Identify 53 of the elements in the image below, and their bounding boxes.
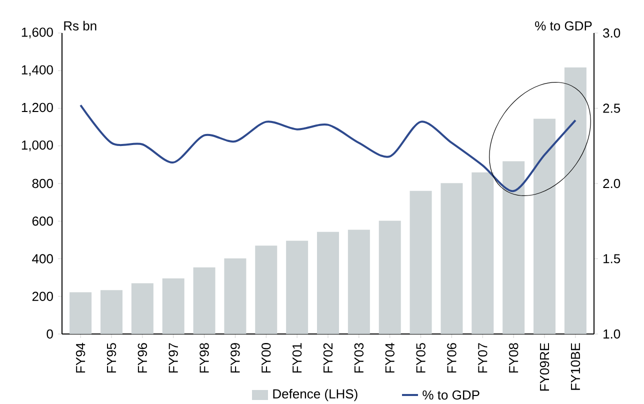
bar <box>440 183 463 334</box>
y2-tick-label: 1.5 <box>604 254 620 264</box>
y-tick-label: 800 <box>32 178 53 188</box>
y2-tick-label: 1.0 <box>604 329 620 339</box>
bar <box>70 292 92 334</box>
x-tick-label: FY00 <box>262 343 271 373</box>
bar <box>224 258 246 334</box>
y-tick-label: 200 <box>32 292 53 301</box>
bar <box>348 230 370 334</box>
y-tick-label: 1,600 <box>22 28 53 38</box>
x-tick-label: FY96 <box>138 343 148 373</box>
bar <box>378 220 401 334</box>
x-tick-label: FY10BE <box>570 343 580 390</box>
y-tick-label: 400 <box>32 254 53 264</box>
bar <box>410 190 432 334</box>
y-tick-label: 1,200 <box>22 102 53 114</box>
x-tick-label: FY06 <box>447 343 456 373</box>
y2-tick-label: 2.0 <box>603 178 620 188</box>
x-tick-label: FY99 <box>230 343 240 373</box>
y-tick-label: 600 <box>32 216 53 226</box>
bar <box>162 278 184 334</box>
x-tick-label: FY09RE <box>540 343 550 391</box>
x-tick-label: FY95 <box>106 343 116 373</box>
y-axis-title: Rs bn <box>64 20 96 30</box>
legend-label: Defence (LHS) <box>273 388 358 402</box>
y-tick-label: 1,000 <box>22 140 53 152</box>
bar <box>317 232 340 334</box>
x-tick-label: FY08 <box>508 343 518 373</box>
x-tick-label: FY07 <box>478 343 488 373</box>
x-tick-label: FY01 <box>292 343 302 373</box>
x-tick-label: FY02 <box>323 343 333 373</box>
x-tick-label: FY94 <box>76 342 86 373</box>
y2-tick-label: 2.5 <box>603 104 620 113</box>
x-tick-label: FY04 <box>385 342 394 373</box>
legend-label: % to GDP <box>422 390 480 400</box>
bar <box>534 118 556 334</box>
bar <box>286 240 308 334</box>
bar <box>502 161 525 334</box>
x-tick-label: FY03 <box>354 343 364 373</box>
bar <box>193 267 216 334</box>
y2-tick-label: 3.0 <box>603 28 620 38</box>
y-tick-label: 0 <box>46 329 53 339</box>
x-tick-label: FY98 <box>200 343 209 373</box>
bar <box>100 290 122 334</box>
bar <box>255 246 278 334</box>
bar <box>564 67 586 334</box>
line-series <box>80 104 576 192</box>
y2-axis-title: % to GDP <box>535 21 592 30</box>
bar <box>472 172 494 334</box>
x-tick-label: FY05 <box>416 343 426 373</box>
bar <box>131 283 154 334</box>
y-tick-label: 1,400 <box>22 65 53 76</box>
x-tick-label: FY97 <box>168 343 178 373</box>
